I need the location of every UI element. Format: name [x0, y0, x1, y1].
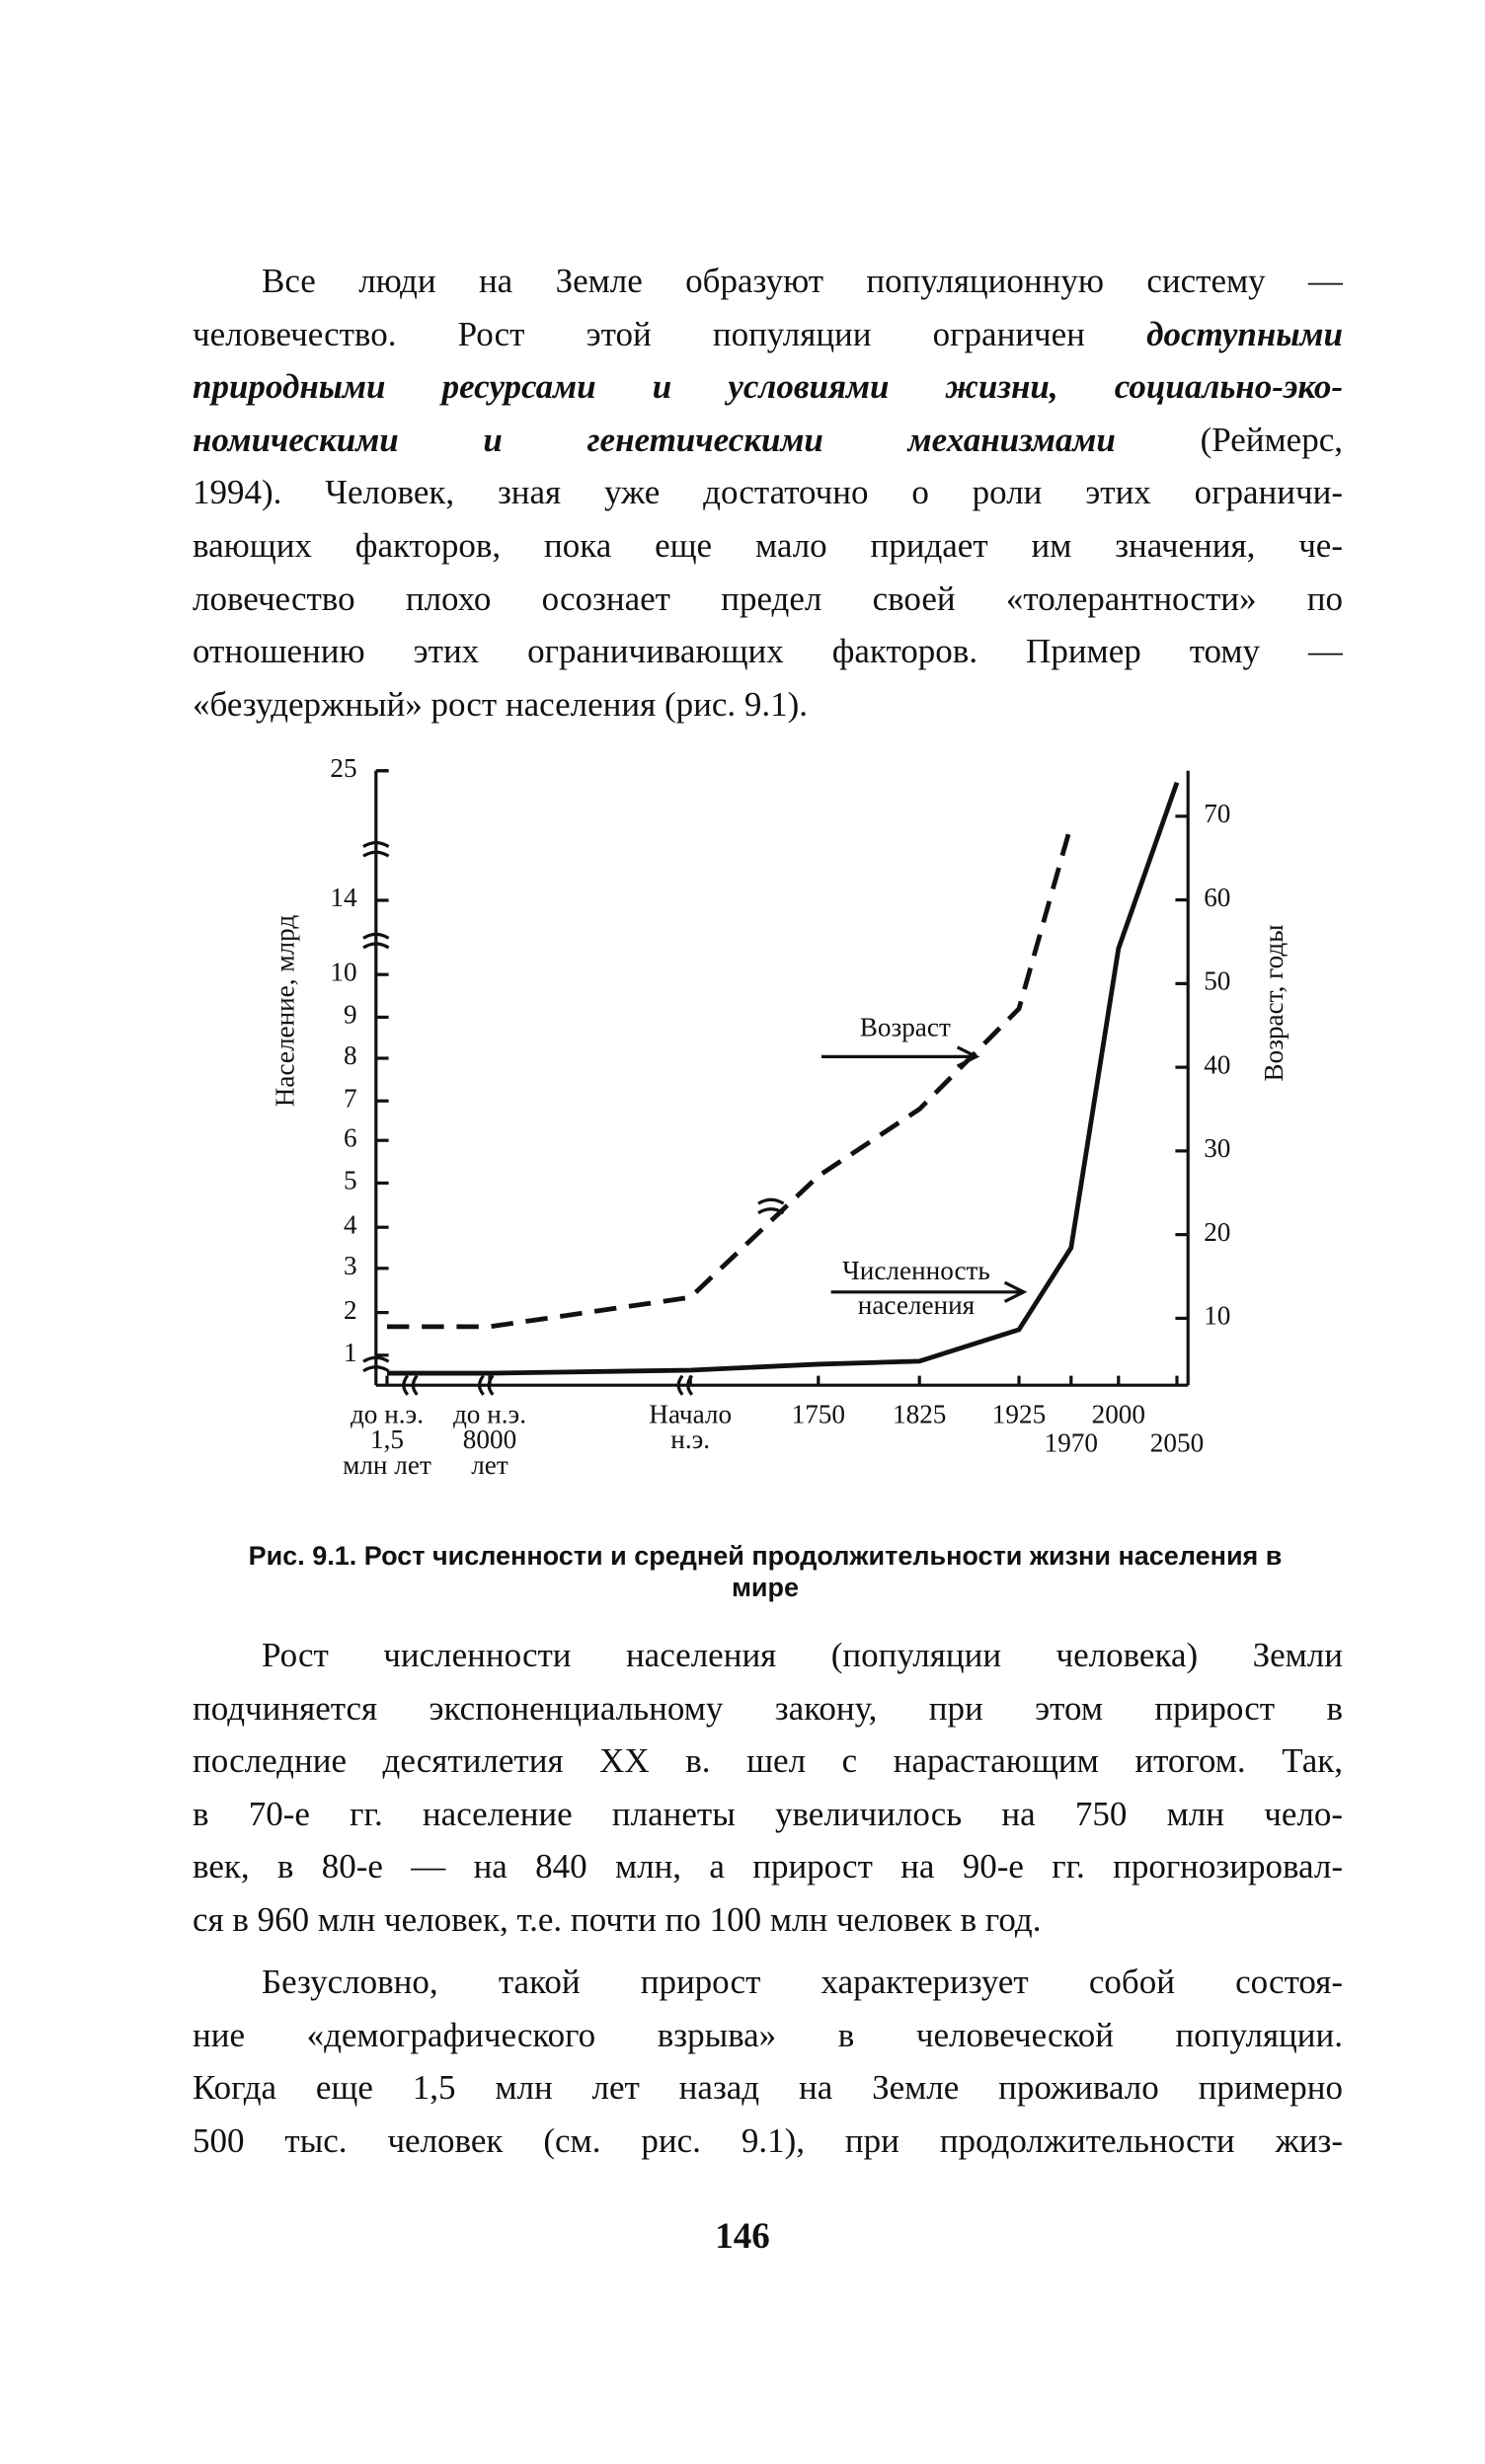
- x-tick-label-box: 1825: [893, 1402, 947, 1429]
- text-run: отношению этих ограничивающих факторов. …: [193, 632, 1343, 671]
- annotation-arrow: [830, 1280, 1028, 1303]
- y2-axis-title: Возраст, годы: [1259, 924, 1289, 1081]
- series-label: Численность населения: [842, 1256, 990, 1321]
- y-tick-label: 7: [344, 1083, 357, 1113]
- x-tick-label-box: до н.э. 8000 лет: [452, 1402, 527, 1481]
- x-tick-label: 2050: [1149, 1430, 1205, 1458]
- y2-tick-label: 40: [1204, 1049, 1230, 1079]
- y-tick-label: 25: [330, 753, 356, 783]
- x-tick-label-box: Начало н.э.: [649, 1402, 733, 1455]
- text-run: век, в 80-е — на 840 млн, а прирост на 9…: [193, 1847, 1343, 1886]
- emphasis: номическими и генетическими механизмами: [193, 420, 1116, 459]
- text-run: ловечество плохо осознает предел своей «…: [193, 578, 1343, 618]
- paragraph: Рост численности населения (популяции че…: [193, 1629, 1343, 1947]
- text-line: Все люди на Земле образуют популяционную…: [193, 255, 1343, 308]
- y2-tick-label: 20: [1204, 1217, 1230, 1247]
- y-tick-label: 8: [344, 1040, 357, 1070]
- text-line: «безудержный» рост населения (рис. 9.1).: [193, 678, 1343, 732]
- x-tick-label: 1750: [791, 1402, 845, 1429]
- text-run: ние «демографического взрыва» в человече…: [193, 2015, 1343, 2054]
- x-tick-label-box: 1925: [991, 1402, 1047, 1429]
- text-line: последние десятилетия XX в. шел с нараст…: [193, 1734, 1343, 1788]
- y2-tick-label: 30: [1204, 1133, 1230, 1163]
- text-line: природными ресурсами и условиями жизни, …: [193, 360, 1343, 414]
- x-tick-label-box: 2050: [1149, 1430, 1205, 1458]
- y2-tick-label: 70: [1204, 799, 1230, 828]
- y-axis-title: Население, млрд: [270, 915, 299, 1108]
- page-number: 146: [715, 2216, 770, 2257]
- text-line: в 70-е гг. население планеты увеличилось…: [193, 1788, 1343, 1841]
- text-line: отношению этих ограничивающих факторов. …: [193, 625, 1343, 678]
- text-run: вающих факторов, пока еще мало придает и…: [193, 525, 1343, 565]
- x-tick-label-box: 2000: [1091, 1402, 1145, 1429]
- y2-tick-label: 10: [1204, 1301, 1230, 1331]
- text-line: 1994). Человек, зная уже достаточно о ро…: [193, 466, 1343, 519]
- y-tick-label: 10: [330, 957, 356, 986]
- y-tick-label: 4: [344, 1209, 357, 1239]
- text-line: вающих факторов, пока еще мало придает и…: [193, 519, 1343, 573]
- text-line: ние «демографического взрыва» в человече…: [193, 2009, 1343, 2062]
- emphasis: природными ресурсами и условиями жизни, …: [193, 367, 1343, 407]
- y-tick-label: 5: [344, 1166, 357, 1195]
- series-line: [387, 781, 1180, 1376]
- axes: [362, 769, 1190, 1396]
- text-run: 1994). Человек, зная уже достаточно о ро…: [193, 473, 1343, 512]
- y-tick-label: 6: [344, 1122, 357, 1152]
- text-line: Рост численности населения (популяции че…: [193, 1629, 1343, 1682]
- text-run: Безусловно, такой прирост характеризует …: [262, 1963, 1343, 2001]
- x-tick-label: до н.э. 1,5 млн лет: [343, 1402, 431, 1481]
- text-line: Безусловно, такой прирост характеризует …: [193, 1956, 1343, 2009]
- text-run: ся в 960 млн человек, т.е. почти по 100 …: [193, 1899, 1042, 1939]
- x-tick-label: до н.э. 8000 лет: [452, 1402, 527, 1481]
- series-label-box: Возраст: [859, 1012, 951, 1042]
- text-run: Когда еще 1,5 млн лет назад на Земле про…: [193, 2068, 1343, 2108]
- text-run: 500 тыс. человек (см. рис. 9.1), при про…: [193, 2120, 1343, 2160]
- figure-caption: Рис. 9.1. Рост численности и средней про…: [248, 1541, 1283, 1602]
- text-run: последние десятилетия XX в. шел с нараст…: [193, 1741, 1343, 1781]
- y-tick-label: 9: [344, 1000, 357, 1030]
- axis-break: [362, 841, 390, 1373]
- x-tick-label-box: 1970: [1044, 1430, 1098, 1458]
- text-run: человечество. Рост этой популяции ограни…: [193, 314, 1147, 353]
- text-run: в 70-е гг. население планеты увеличилось…: [193, 1794, 1343, 1833]
- y-tick-label: 14: [330, 883, 357, 912]
- x-tick-label: 1825: [893, 1402, 947, 1429]
- text-line: ся в 960 млн человек, т.е. почти по 100 …: [193, 1893, 1343, 1947]
- paragraph: Все люди на Земле образуют популяционную…: [193, 255, 1343, 731]
- x-tick-label: Начало н.э.: [649, 1402, 733, 1455]
- text-line: подчиняется экспоненциальному закону, пр…: [193, 1682, 1343, 1735]
- text-line: Когда еще 1,5 млн лет назад на Земле про…: [193, 2061, 1343, 2115]
- series-label: Возраст: [859, 1012, 951, 1042]
- y2-tick-label: 60: [1204, 883, 1230, 912]
- paragraph: Безусловно, такой прирост характеризует …: [193, 1956, 1343, 2167]
- text-line: ловечество плохо осознает предел своей «…: [193, 573, 1343, 626]
- text-run: подчиняется экспоненциальному закону, пр…: [193, 1688, 1343, 1728]
- y-tick-label: 2: [344, 1295, 357, 1325]
- text-run: (Реймерс,: [1115, 420, 1343, 459]
- text-run: Все люди на Земле образуют популяционную…: [262, 262, 1343, 300]
- emphasis: доступными: [1146, 314, 1343, 353]
- x-tick-label-box: 1750: [791, 1402, 845, 1429]
- y-tick-label: 1: [344, 1338, 357, 1367]
- series-label-box: Численность населения: [842, 1256, 990, 1321]
- y2-tick-label: 50: [1204, 966, 1230, 996]
- text-run: Рост численности населения (популяции че…: [262, 1636, 1343, 1674]
- text-line: номическими и генетическими механизмами …: [193, 414, 1343, 467]
- series-line: [387, 823, 1074, 1330]
- x-tick-label: 1970: [1044, 1430, 1098, 1458]
- x-tick-label-box: до н.э. 1,5 млн лет: [343, 1402, 431, 1481]
- text-line: век, в 80-е — на 840 млн, а прирост на 9…: [193, 1840, 1343, 1893]
- text-line: человечество. Рост этой популяции ограни…: [193, 308, 1343, 361]
- x-tick-label: 1925: [991, 1402, 1047, 1429]
- y-tick-label: 3: [344, 1251, 357, 1280]
- x-tick-label: 2000: [1091, 1402, 1145, 1429]
- text-run: «безудержный» рост населения (рис. 9.1).: [193, 684, 809, 724]
- text-line: 500 тыс. человек (см. рис. 9.1), при про…: [193, 2115, 1343, 2168]
